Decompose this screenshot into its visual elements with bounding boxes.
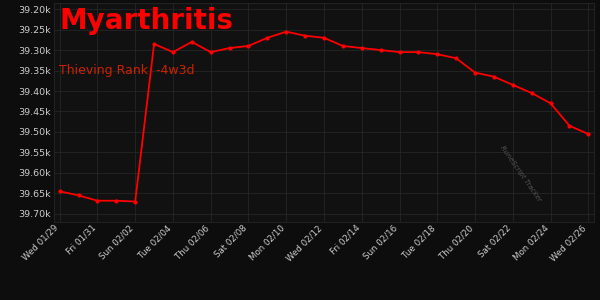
Text: Thieving Rank  -4w3d: Thieving Rank -4w3d [59,64,195,77]
Text: RuneScript Tracker: RuneScript Tracker [499,145,543,203]
Text: Myarthritis: Myarthritis [59,8,233,35]
